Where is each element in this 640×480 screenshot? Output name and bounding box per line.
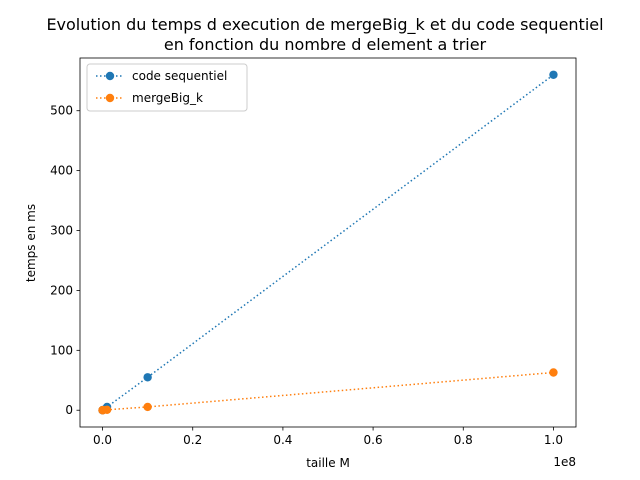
x-tick-label: 0.8: [454, 433, 473, 447]
plot-frame: [79, 57, 577, 428]
legend-frame: [86, 63, 248, 112]
y-axis-label: temps en ms: [24, 204, 38, 282]
y-tick-label: 400: [50, 164, 73, 178]
data-point-mergebig-k: [102, 405, 112, 415]
x-axis-label: taille M: [306, 456, 350, 470]
x-tick-label: 1.0: [544, 433, 563, 447]
x-tick-label: 0.4: [273, 433, 292, 447]
y-tick-label: 200: [50, 283, 73, 297]
legend: code sequentiel mergeBig_k: [86, 63, 248, 112]
data-point-mergebig-k: [143, 402, 152, 412]
legend-marker: [105, 71, 115, 81]
y-tick-label: 100: [50, 343, 73, 357]
x-tick-label: 0.0: [93, 433, 112, 447]
x-tick-label: 0.6: [364, 433, 383, 447]
data-point-code-sequentiel: [549, 70, 558, 79]
x-axis-ticks: 0.0 0.2 0.4 0.6 0.8 1.0: [93, 427, 563, 447]
y-tick-label: 500: [50, 104, 73, 118]
series-line-mergebig-k: [102, 371, 554, 411]
x-tick-label: 0.2: [183, 433, 202, 447]
chart-title-line1: Evolution du temps d execution de mergeB…: [46, 15, 603, 35]
y-tick-label: 0: [65, 403, 73, 417]
plot-area: [79, 57, 577, 428]
series-layer: [98, 70, 558, 415]
data-point-mergebig-k: [549, 368, 558, 377]
legend-entry-label: code sequentiel: [132, 69, 227, 83]
legend-marker: [105, 93, 115, 103]
legend-entry-label: mergeBig_k: [132, 91, 203, 105]
y-tick-label: 300: [50, 224, 73, 238]
series-line-code-sequentiel: [102, 74, 554, 411]
x-axis-offset-label: 1e8: [553, 455, 576, 469]
data-point-code-sequentiel: [143, 373, 152, 382]
y-axis-ticks: 0 100 200 300 400 500: [50, 104, 80, 417]
chart-title-line2: en fonction du nombre d element a trier: [164, 35, 487, 54]
